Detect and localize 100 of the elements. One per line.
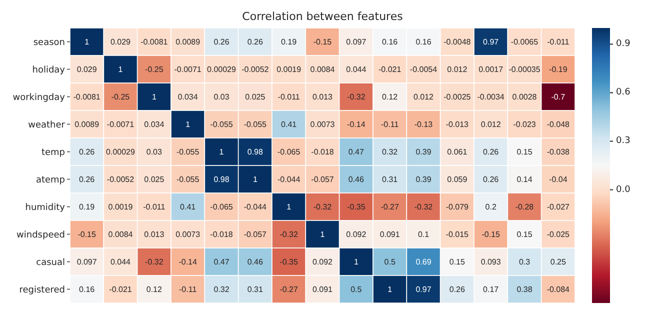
data-label: -0.32 xyxy=(313,202,332,212)
y-tick-label: atemp xyxy=(36,175,66,186)
data-label: -0.13 xyxy=(414,120,434,129)
data-label: 0.41 xyxy=(180,202,196,212)
data-label: -0.0071 xyxy=(106,120,135,129)
data-label: 0.15 xyxy=(516,147,533,156)
data-label: 0.034 xyxy=(178,92,198,102)
data-label: 0.19 xyxy=(281,37,298,46)
data-label: -0.0034 xyxy=(477,92,505,102)
data-label: 0.0019 xyxy=(276,64,302,74)
data-label: 0.97 xyxy=(483,37,500,46)
data-label: 0.034 xyxy=(144,120,165,129)
data-label: 0.46 xyxy=(348,174,364,184)
data-label: -0.048 xyxy=(546,120,570,129)
data-label: 0.32 xyxy=(382,147,398,156)
data-label: -0.11 xyxy=(179,284,198,294)
data-label: 0.12 xyxy=(146,284,162,294)
data-label: 0.044 xyxy=(110,257,132,266)
data-label: -0.057 xyxy=(244,230,268,239)
data-label: -0.0052 xyxy=(242,64,270,74)
data-label: -0.00035 xyxy=(508,64,541,74)
data-label: -0.065 xyxy=(277,147,301,156)
data-label: -0.32 xyxy=(347,92,366,102)
data-label: 1 xyxy=(84,37,90,46)
data-label: 0.044 xyxy=(346,64,367,74)
data-label: -0.013 xyxy=(446,120,470,129)
data-label: 0.0084 xyxy=(108,230,134,239)
data-label: 0.097 xyxy=(76,257,98,266)
data-label: -0.19 xyxy=(549,64,568,74)
data-label: -0.0081 xyxy=(140,37,168,46)
data-label: -0.25 xyxy=(145,64,164,74)
data-label: 1 xyxy=(286,202,292,212)
data-label: 0.093 xyxy=(480,257,502,266)
data-label: 0.029 xyxy=(110,37,132,46)
data-label: -0.011 xyxy=(143,202,166,212)
data-label: 1 xyxy=(320,230,326,239)
data-label: 0.41 xyxy=(281,120,298,129)
data-label: 0.15 xyxy=(516,230,533,239)
data-label: -0.0065 xyxy=(510,37,539,46)
data-label: 0.31 xyxy=(382,174,398,184)
y-tick-label: temp xyxy=(41,148,66,158)
data-label: 1 xyxy=(219,147,224,156)
data-label: -0.018 xyxy=(210,230,234,239)
data-label: 0.092 xyxy=(346,230,367,239)
data-label: -0.27 xyxy=(380,202,400,212)
data-label: -0.25 xyxy=(111,92,130,102)
data-label: 0.39 xyxy=(416,147,432,156)
data-label: -0.0071 xyxy=(174,64,202,74)
data-label: -0.7 xyxy=(551,92,566,102)
data-label: -0.044 xyxy=(244,202,268,212)
data-label: -0.0052 xyxy=(106,174,135,184)
data-label: 0.14 xyxy=(516,174,533,184)
data-label: 0.26 xyxy=(79,174,96,184)
data-label: 1 xyxy=(152,92,157,102)
y-tick-label: workingday xyxy=(12,92,66,103)
data-label: -0.065 xyxy=(210,202,234,212)
data-label: 0.15 xyxy=(449,257,466,266)
data-label: 0.012 xyxy=(480,120,502,129)
data-label: -0.084 xyxy=(546,284,570,294)
data-label: 0.025 xyxy=(245,92,266,102)
data-label: 0.0073 xyxy=(310,120,336,129)
data-label: 0.0089 xyxy=(176,37,201,46)
data-label: 0.0019 xyxy=(108,202,134,212)
data-label: 0.98 xyxy=(247,147,264,156)
data-label: 0.32 xyxy=(214,284,230,294)
data-label: -0.28 xyxy=(515,202,534,212)
data-label: -0.15 xyxy=(313,37,332,46)
data-label: 0.25 xyxy=(550,257,566,266)
data-label: 0.26 xyxy=(483,147,500,156)
data-label: -0.027 xyxy=(546,202,570,212)
data-label: 0.061 xyxy=(447,147,468,156)
data-label: 0.97 xyxy=(416,284,432,294)
data-label: 0.5 xyxy=(384,257,396,266)
data-label: -0.0054 xyxy=(410,64,438,74)
color-bar-label: 0.3 xyxy=(616,136,630,146)
data-label: 0.0017 xyxy=(478,64,504,74)
data-label: 0.17 xyxy=(483,284,500,294)
y-tick-label: humidity xyxy=(25,202,66,213)
color-bar-label: 0.6 xyxy=(616,88,631,98)
y-tick-label: season xyxy=(33,38,65,48)
data-label: -0.044 xyxy=(277,174,301,184)
data-label: 0.091 xyxy=(380,230,400,239)
data-label: -0.14 xyxy=(347,120,366,129)
data-label: 0.03 xyxy=(146,147,162,156)
data-label: -0.32 xyxy=(414,202,434,212)
data-label: -0.35 xyxy=(280,257,298,266)
data-label: 0.47 xyxy=(214,257,230,266)
data-label: -0.0081 xyxy=(73,92,101,102)
data-label: -0.018 xyxy=(311,147,334,156)
data-label: 1 xyxy=(388,284,393,294)
data-label: 0.5 xyxy=(350,284,362,294)
data-label: 0.26 xyxy=(449,284,466,294)
data-label: -0.057 xyxy=(311,174,334,184)
data-label: 0.091 xyxy=(312,284,334,294)
data-label: 0.025 xyxy=(144,174,165,184)
y-tick-label: weather xyxy=(28,120,66,130)
data-label: 0.013 xyxy=(312,92,334,102)
data-label: 0.092 xyxy=(312,257,334,266)
data-label: 0.029 xyxy=(76,64,98,74)
data-label: 0.12 xyxy=(382,92,398,102)
